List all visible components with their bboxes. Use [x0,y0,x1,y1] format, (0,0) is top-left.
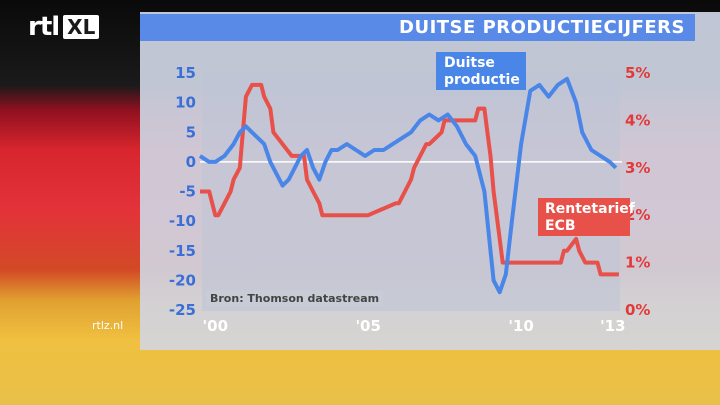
left-tick-label: 15 [175,64,196,82]
right-tick-label: 3% [625,159,650,177]
series-line-productie [198,76,618,295]
legend-rente: Rentetarief ECB [538,198,636,236]
title-bar: DUITSE PRODUCTIECIJFERS [140,14,695,41]
series-line-rentetarief [200,82,619,277]
left-tick-label: 0 [186,153,196,171]
right-axis-ticks: 5% 4% 3% 2% 1% 0% [625,64,650,319]
plot-area [202,72,620,311]
left-tick-label: -25 [169,301,196,319]
x-tick-label: '00 [203,317,228,335]
legend-rente-box [538,198,630,236]
page-title: DUITSE PRODUCTIECIJFERS [399,17,685,38]
legend-rente-line2: ECB [545,218,576,234]
x-tick-label: '10 [508,317,533,335]
logo-badge: XL [63,15,100,39]
left-tick-label: 10 [175,94,196,112]
x-axis-ticks: '00 '05 '10 '13 [203,317,626,335]
logo-text: rtl [28,12,60,42]
right-tick-label: 5% [625,64,650,82]
left-tick-label: -10 [169,212,196,230]
x-tick-label: '13 [600,317,625,335]
left-tick-label: 5 [186,123,196,141]
legend-productie-line2: productie [444,72,520,88]
left-tick-label: -5 [179,183,196,201]
left-tick-label: -20 [169,271,196,289]
legend-productie: Duitse productie [436,52,526,90]
legend-productie-line1: Duitse [444,55,495,71]
right-tick-label: 4% [625,111,650,129]
right-tick-label: 0% [625,301,650,319]
source-note: Bron: Thomson datastream [206,291,384,306]
left-axis-ticks: 15 10 5 0 -5 -10 -15 -20 -25 [169,64,196,319]
legend-rente-line1: Rentetarief [545,201,636,217]
x-tick-label: '05 [355,317,380,335]
site-url: rtlz.nl [92,319,124,332]
right-tick-label: 1% [625,254,650,272]
left-tick-label: -15 [169,242,196,260]
rtlz-logo: rtl XL [28,12,100,42]
right-tick-label: 2% [625,206,650,224]
legend-productie-box [436,52,526,90]
